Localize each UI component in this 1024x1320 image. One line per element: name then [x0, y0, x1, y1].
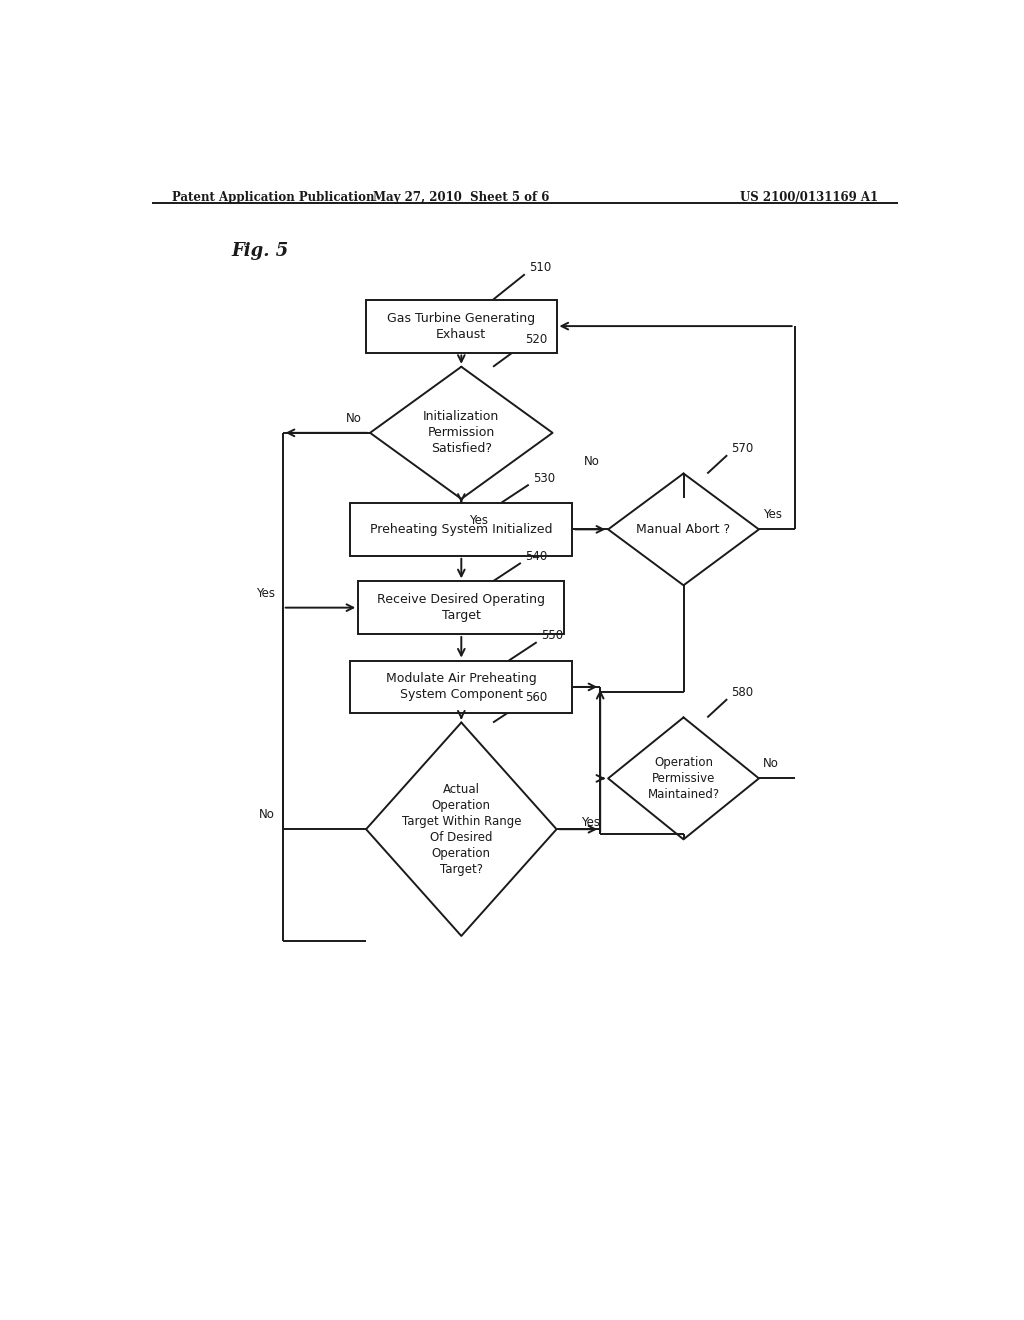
Bar	[350, 660, 572, 713]
Text: 580: 580	[731, 686, 754, 700]
Bar	[358, 581, 564, 634]
Text: Fig. 5: Fig. 5	[231, 242, 289, 260]
Text: No: No	[763, 758, 779, 771]
Text: 520: 520	[524, 334, 547, 346]
Text: No: No	[585, 455, 600, 469]
Text: No: No	[259, 808, 274, 821]
Text: Yes: Yes	[582, 816, 600, 829]
Text: 560: 560	[524, 692, 547, 704]
Text: 530: 530	[532, 471, 555, 484]
Text: Manual Abort ?: Manual Abort ?	[637, 523, 730, 536]
Text: Operation
Permissive
Maintained?: Operation Permissive Maintained?	[647, 756, 720, 801]
Text: 570: 570	[731, 442, 754, 455]
Text: No: No	[346, 412, 362, 425]
Text: Modulate Air Preheating
System Component: Modulate Air Preheating System Component	[386, 672, 537, 701]
Text: Preheating System Initialized: Preheating System Initialized	[370, 523, 553, 536]
Text: Yes: Yes	[256, 586, 274, 599]
Text: 550: 550	[541, 630, 563, 643]
Bar	[367, 300, 557, 352]
Text: Receive Desired Operating
Target: Receive Desired Operating Target	[377, 593, 546, 622]
Text: Yes: Yes	[763, 508, 782, 521]
Text: 540: 540	[524, 550, 547, 562]
Text: May 27, 2010  Sheet 5 of 6: May 27, 2010 Sheet 5 of 6	[373, 191, 550, 203]
Text: Actual
Operation
Target Within Range
Of Desired
Operation
Target?: Actual Operation Target Within Range Of …	[401, 783, 521, 875]
Text: US 2100/0131169 A1: US 2100/0131169 A1	[739, 191, 878, 203]
Text: Gas Turbine Generating
Exhaust: Gas Turbine Generating Exhaust	[387, 312, 536, 341]
Text: Yes: Yes	[469, 515, 488, 527]
Text: 510: 510	[528, 261, 551, 275]
Text: Initialization
Permission
Satisfied?: Initialization Permission Satisfied?	[423, 411, 500, 455]
Text: Patent Application Publication: Patent Application Publication	[172, 191, 374, 203]
Bar	[350, 503, 572, 556]
